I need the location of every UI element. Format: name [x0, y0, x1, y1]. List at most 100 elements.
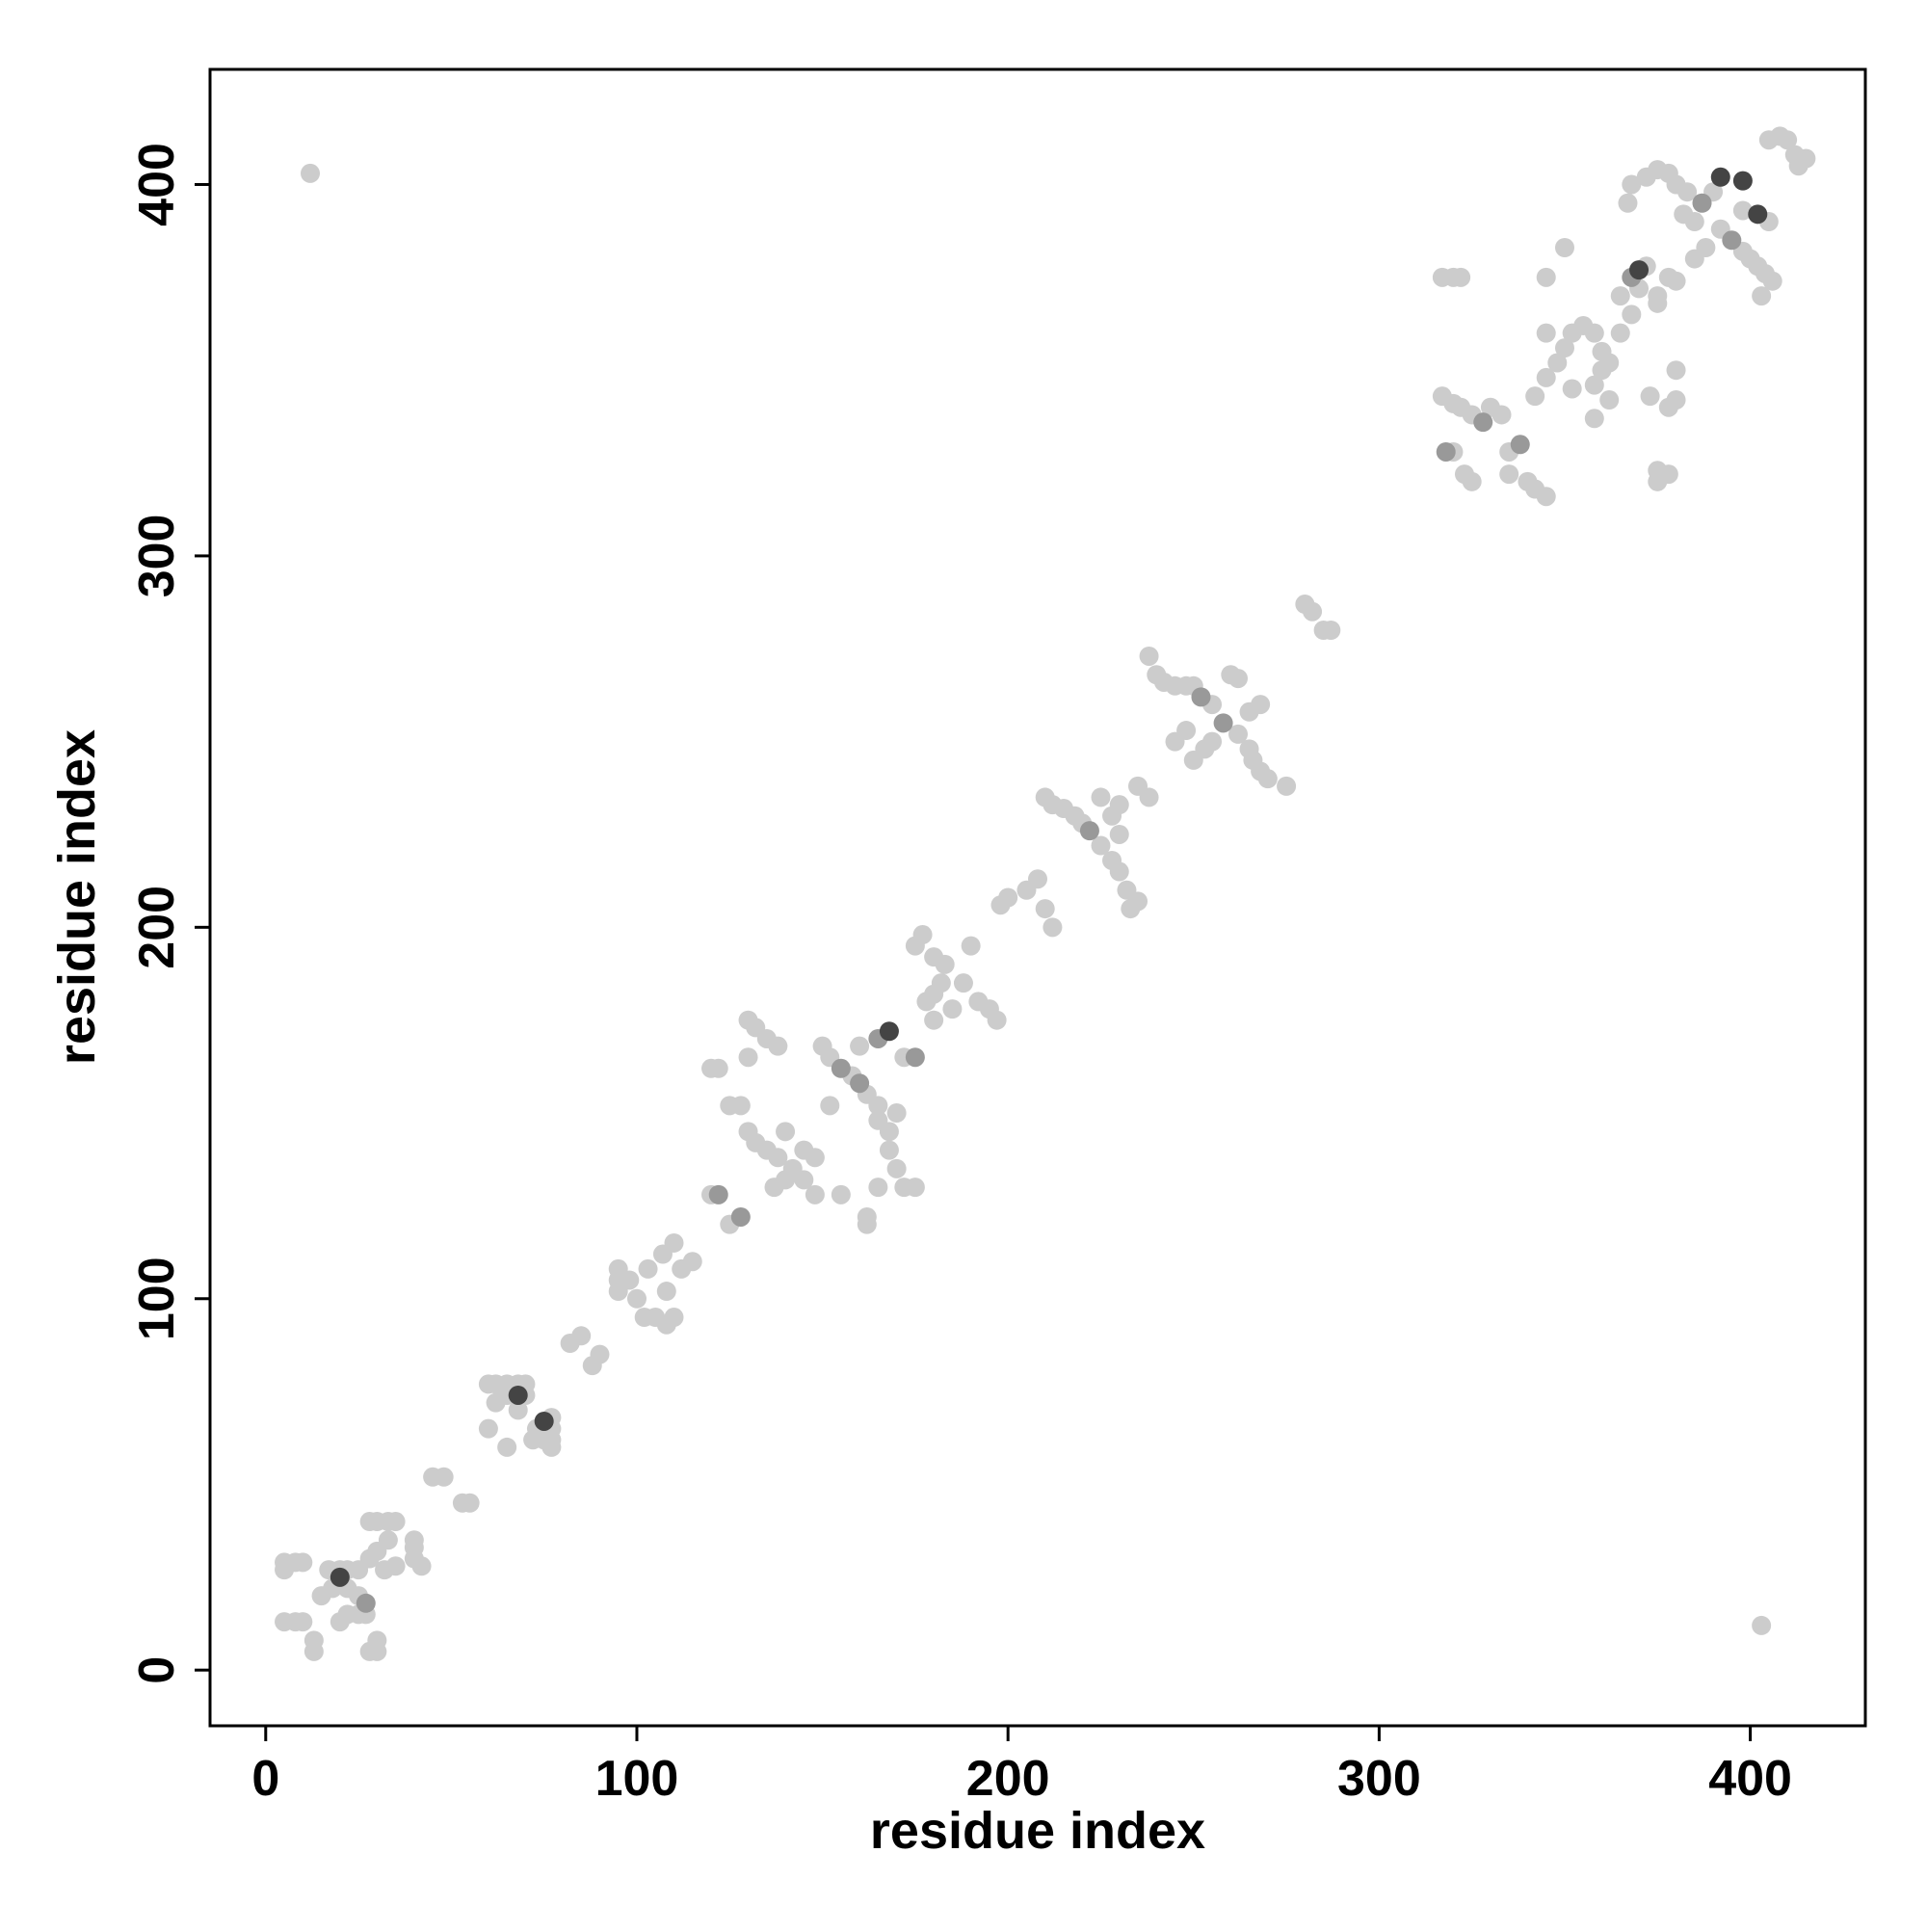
y-tick-label: 100: [129, 1257, 185, 1340]
contact-point: [1554, 238, 1574, 258]
contact-point: [1629, 260, 1650, 280]
contact-point: [378, 1530, 398, 1550]
contact-point: [1462, 471, 1482, 491]
contact-point: [998, 887, 1018, 908]
contact-point: [1536, 323, 1556, 343]
contact-point: [850, 1073, 870, 1094]
contact-point: [1139, 787, 1159, 807]
x-tick-label: 400: [1708, 1751, 1792, 1807]
contact-point: [1525, 386, 1545, 407]
contact-point: [638, 1258, 658, 1279]
contact-point: [1788, 156, 1808, 176]
contact-point: [1473, 412, 1493, 433]
contact-point: [1622, 174, 1642, 195]
x-tick-label: 300: [1337, 1751, 1421, 1807]
contact-point: [768, 1148, 788, 1168]
contact-point: [886, 1158, 907, 1178]
contact-point: [1035, 899, 1055, 919]
x-tick-label: 200: [966, 1751, 1050, 1807]
contact-point: [293, 1552, 313, 1573]
contact-point: [879, 1021, 899, 1042]
contact-point: [1778, 130, 1798, 150]
contact-point: [1618, 193, 1638, 213]
contact-point: [768, 1036, 788, 1056]
contact-point: [375, 1560, 395, 1580]
contact-point: [1584, 409, 1604, 429]
contact-point: [571, 1326, 592, 1346]
contact-point: [664, 1308, 684, 1328]
contact-point: [1091, 787, 1111, 807]
y-tick-label: 300: [129, 515, 185, 598]
contact-point: [1228, 669, 1249, 689]
contact-point: [1640, 386, 1660, 407]
y-tick-label: 200: [129, 886, 185, 969]
contact-point: [905, 1047, 925, 1068]
contact-point: [1277, 776, 1297, 796]
plot-frame: [208, 67, 1867, 1728]
contact-point: [1499, 464, 1519, 485]
contact-point: [656, 1282, 676, 1302]
contact-point: [820, 1096, 840, 1116]
x-tick-label: 100: [595, 1751, 679, 1807]
contact-point: [1666, 271, 1686, 291]
contact-point: [356, 1593, 376, 1613]
contact-point: [730, 1096, 751, 1116]
contact-point: [1121, 899, 1141, 919]
contact-point: [764, 1178, 784, 1198]
contact-point: [1554, 338, 1574, 358]
contact-point: [905, 1178, 925, 1198]
contact-point: [1622, 304, 1642, 325]
contact-point: [508, 1385, 528, 1405]
contact-point: [1536, 487, 1556, 507]
contact-point: [831, 1184, 851, 1204]
contact-point: [1748, 204, 1768, 225]
contact-point: [1677, 182, 1698, 202]
contact-point: [1536, 267, 1556, 287]
contact-point: [1191, 687, 1211, 707]
contact-point: [1610, 323, 1630, 343]
contact-point: [738, 1047, 758, 1068]
contact-point: [868, 1178, 888, 1198]
contact-point: [1547, 353, 1568, 373]
contact-point: [1722, 230, 1742, 251]
contact-point: [1228, 724, 1249, 744]
contact-point: [708, 1058, 728, 1078]
contact-point: [534, 1411, 554, 1431]
contact-point: [293, 1612, 313, 1632]
contact-point: [1091, 835, 1111, 856]
contact-point: [1710, 167, 1730, 187]
contact-point: [1491, 405, 1512, 425]
contact-point: [924, 1010, 944, 1030]
contact-point: [1762, 271, 1782, 291]
contact-point: [497, 1437, 517, 1457]
contact-point: [912, 925, 933, 945]
contact-point: [805, 1184, 825, 1204]
contact-point: [304, 1641, 324, 1661]
contact-point: [434, 1467, 454, 1487]
contact-point: [460, 1493, 480, 1513]
contact-point: [1752, 286, 1772, 306]
contact-point: [886, 1103, 907, 1124]
contact-point: [850, 1036, 870, 1056]
contact-point: [1079, 821, 1099, 841]
contact-point: [1436, 441, 1456, 462]
contact-point: [931, 973, 951, 993]
contact-point: [879, 1122, 899, 1142]
contact-point: [1666, 360, 1686, 381]
contact-point: [1139, 646, 1159, 666]
contact-point: [523, 1430, 543, 1450]
contact-point: [1257, 769, 1278, 789]
contact-point: [942, 999, 963, 1019]
contact-point: [868, 1096, 888, 1116]
contact-point: [1732, 171, 1753, 191]
contact-point: [1213, 713, 1233, 733]
contact-point: [1658, 397, 1678, 417]
contact-point: [1536, 367, 1556, 387]
contact-point: [620, 1270, 640, 1290]
contact-point: [367, 1630, 387, 1651]
contact-point: [776, 1122, 796, 1142]
y-tick-label: 400: [129, 143, 185, 226]
contact-point: [1610, 286, 1630, 306]
x-tick-label: 0: [251, 1751, 279, 1807]
contact-point: [1696, 238, 1716, 258]
